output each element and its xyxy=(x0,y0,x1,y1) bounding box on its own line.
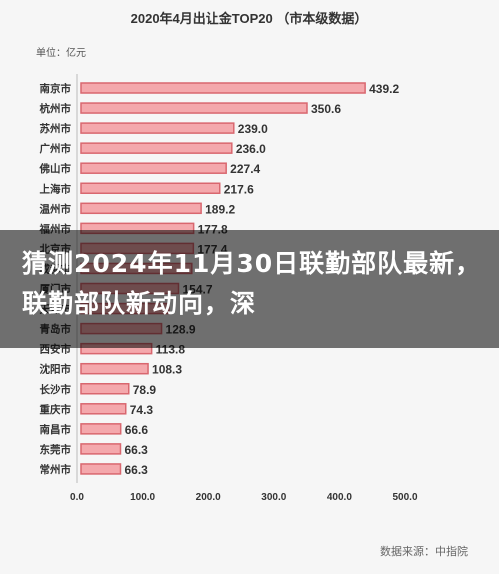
value-label-7: 189.2 xyxy=(205,202,235,216)
x-tick-label-2: 100.0 xyxy=(130,492,155,503)
category-label-19: 东莞市 xyxy=(40,443,72,456)
headline-overlay xyxy=(0,230,499,348)
value-label-17: 74.3 xyxy=(130,403,154,417)
category-label-16: 长沙市 xyxy=(40,383,72,396)
category-label-1: 南京市 xyxy=(40,82,72,95)
value-label-1: 439.2 xyxy=(369,82,399,96)
category-label-17: 重庆市 xyxy=(40,403,72,416)
source-note: 数据来源：中指院 xyxy=(380,545,468,558)
bar-16 xyxy=(80,383,130,395)
value-label-20: 66.3 xyxy=(124,463,148,477)
bar-4 xyxy=(80,142,233,154)
category-label-18: 南昌市 xyxy=(40,423,72,436)
value-label-4: 236.0 xyxy=(236,142,266,156)
chart-title: 2020年4月出让金TOP20 （市本级数据） xyxy=(131,11,368,26)
value-label-5: 227.4 xyxy=(230,162,260,176)
value-label-19: 66.3 xyxy=(124,443,148,457)
value-label-16: 78.9 xyxy=(133,383,157,397)
bar-2 xyxy=(80,102,308,114)
value-label-18: 66.6 xyxy=(125,423,149,437)
bar-3 xyxy=(80,122,235,134)
bar-17 xyxy=(80,403,127,415)
category-label-7: 温州市 xyxy=(40,202,72,215)
category-label-3: 苏州市 xyxy=(40,122,72,135)
x-tick-label-4: 300.0 xyxy=(261,492,286,503)
bar-1 xyxy=(80,82,366,94)
value-label-3: 239.0 xyxy=(238,122,268,136)
bar-15 xyxy=(80,362,149,375)
x-tick-label-5: 400.0 xyxy=(327,492,352,503)
category-label-20: 常州市 xyxy=(40,463,72,476)
bar-19 xyxy=(80,443,122,455)
bar-20 xyxy=(80,463,122,475)
headline-text[interactable]: 猜测2024年11月30日联勤部队最新，联勤部队新动向，深 xyxy=(22,249,482,318)
category-label-5: 佛山市 xyxy=(39,162,72,175)
category-label-6: 上海市 xyxy=(40,182,72,195)
x-tick-label-3: 200.0 xyxy=(196,492,221,503)
bar-7 xyxy=(80,202,202,215)
bar-5 xyxy=(80,162,227,174)
x-tick-label-1: 0.0 xyxy=(70,492,84,503)
category-label-2: 杭州市 xyxy=(40,102,72,115)
bar-6 xyxy=(80,182,221,194)
value-label-2: 350.6 xyxy=(311,102,341,116)
value-label-15: 108.3 xyxy=(152,363,182,377)
category-label-4: 广州市 xyxy=(40,142,72,155)
category-label-15: 沈阳市 xyxy=(40,363,72,376)
value-label-6: 217.6 xyxy=(224,182,254,196)
unit-label: 单位：亿元 xyxy=(36,46,86,59)
x-tick-label-6: 500.0 xyxy=(392,492,417,503)
bar-18 xyxy=(80,423,122,435)
